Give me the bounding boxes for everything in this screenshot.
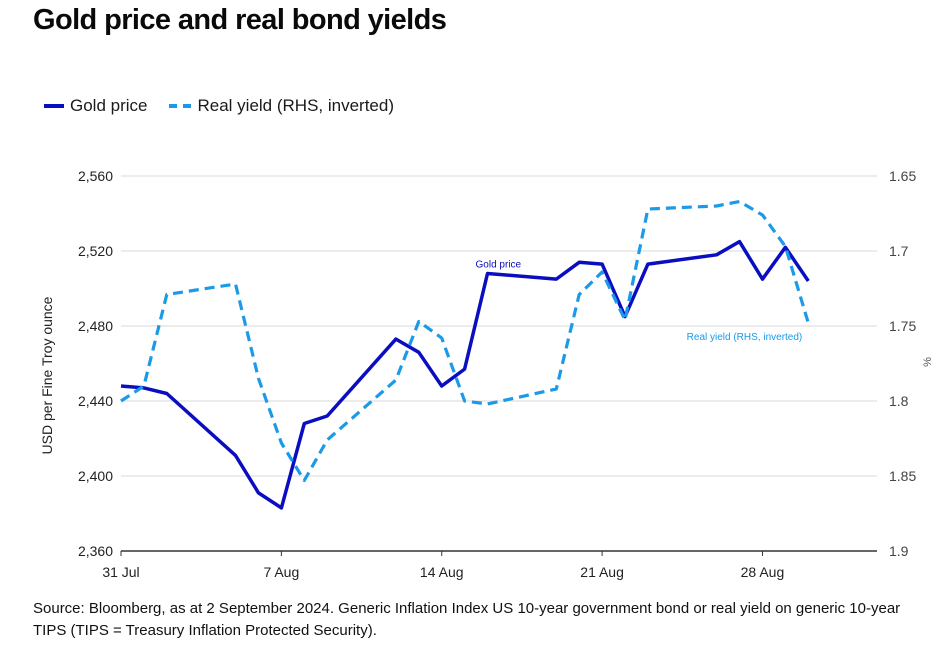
- x-tick-label: 31 Jul: [102, 564, 139, 580]
- x-tick-label: 7 Aug: [263, 564, 299, 580]
- y-tick-label: 2,360: [78, 543, 113, 559]
- source-note: Source: Bloomberg, as at 2 September 202…: [33, 600, 901, 639]
- y2-tick-label: 1.7: [889, 243, 909, 259]
- y-axis-title: USD per Fine Troy ounce: [39, 296, 55, 454]
- x-tick-label: 28 Aug: [741, 564, 785, 580]
- y-tick-label: 2,520: [78, 243, 113, 259]
- legend-label-yield: Real yield (RHS, inverted): [197, 96, 394, 115]
- chart-area: 2,360 2,400 2,440 2,480 2,520 2,560 1.9 1.85 1.8…: [0, 150, 942, 590]
- legend-swatch-yield: [169, 104, 192, 108]
- legend-item-yield: Real yield (RHS, inverted): [169, 96, 394, 116]
- x-tick-label: 14 Aug: [420, 564, 464, 580]
- y2-tick-label: 1.9: [889, 543, 909, 559]
- legend-label-gold: Gold price: [70, 96, 148, 115]
- y-tick-label: 2,440: [78, 393, 113, 409]
- chart-legend: Gold price Real yield (RHS, inverted): [44, 96, 416, 116]
- y2-tick-label: 1.75: [889, 318, 916, 334]
- y2-tick-label: 1.85: [889, 468, 916, 484]
- chart-title: Gold price and real bond yields: [33, 4, 447, 36]
- annotation-yield: Real yield (RHS, inverted): [687, 332, 803, 343]
- x-tick-label: 21 Aug: [580, 564, 624, 580]
- series-line-yield: [120, 199, 810, 483]
- legend-swatch-gold: [44, 104, 64, 108]
- y2-tick-label: 1.65: [889, 168, 916, 184]
- y-tick-label: 2,480: [78, 318, 113, 334]
- line-chart: 2,360 2,400 2,440 2,480 2,520 2,560 1.9 1.85 1.8…: [39, 168, 934, 580]
- y-tick-label: 2,560: [78, 168, 113, 184]
- y2-axis-title: %: [922, 357, 934, 367]
- y-tick-label: 2,400: [78, 468, 113, 484]
- series-line-gold: [120, 239, 810, 510]
- legend-item-gold: Gold price: [44, 96, 147, 116]
- annotation-gold: Gold price: [476, 260, 522, 271]
- y2-tick-label: 1.8: [889, 393, 909, 409]
